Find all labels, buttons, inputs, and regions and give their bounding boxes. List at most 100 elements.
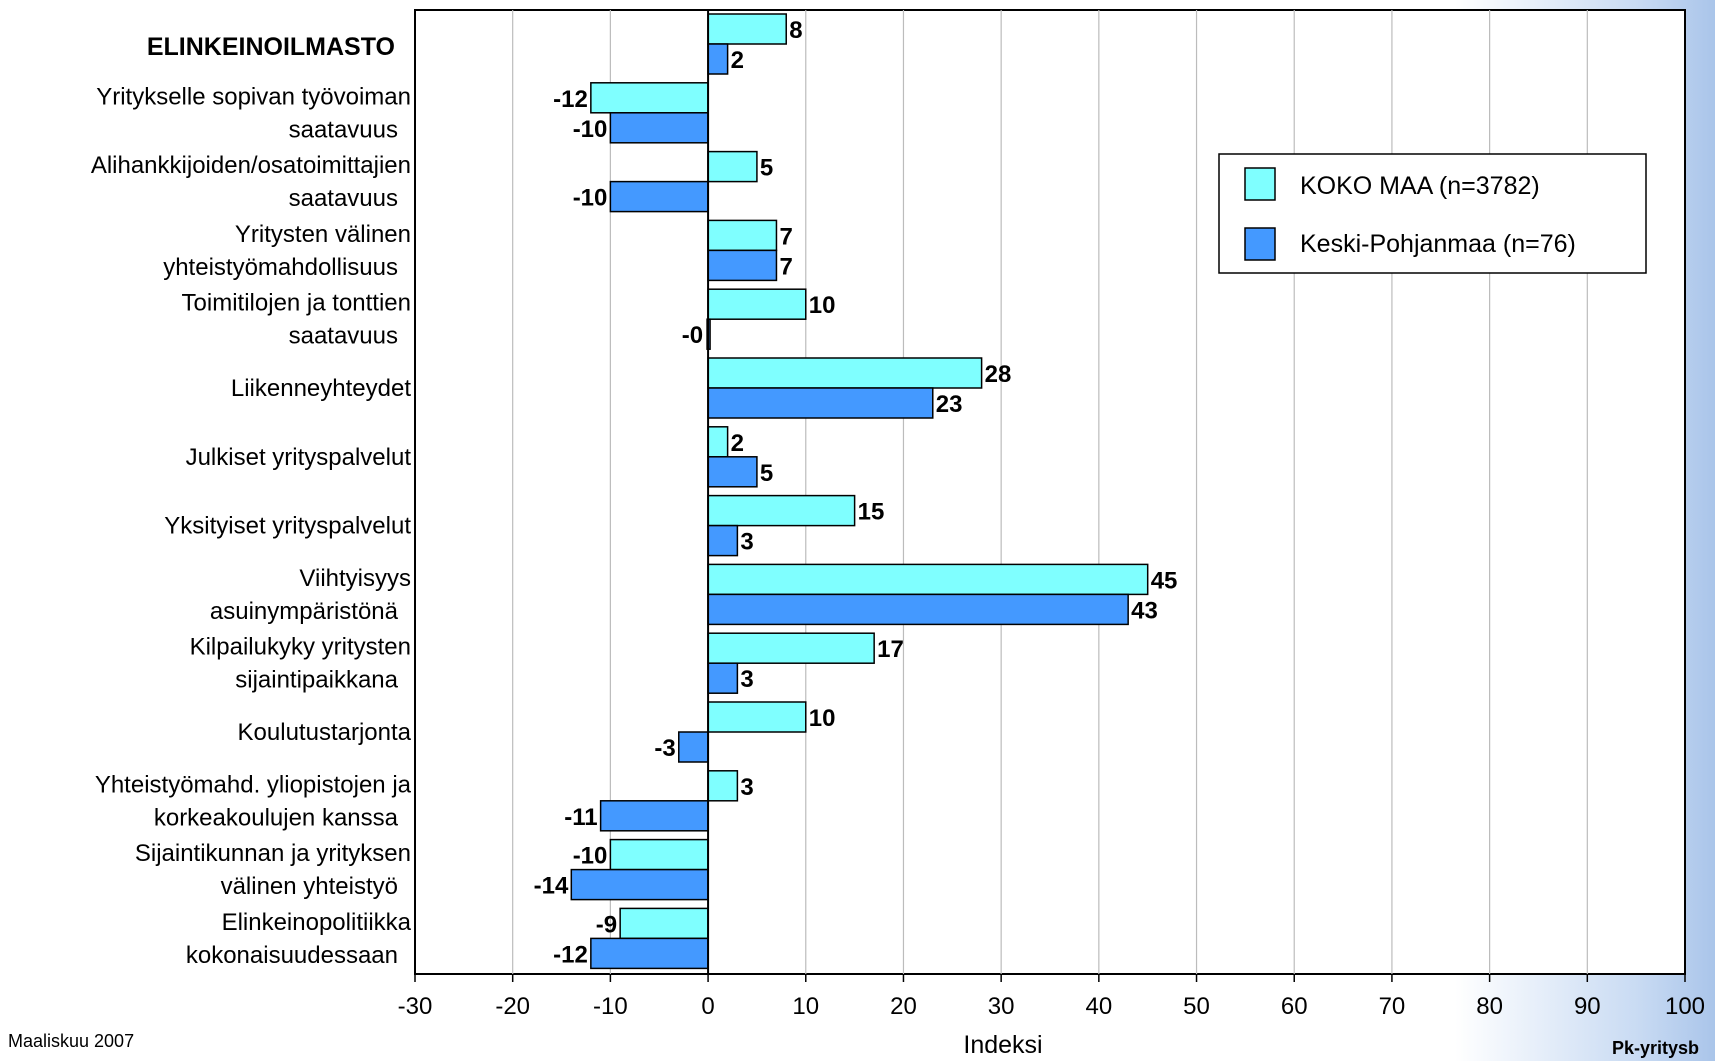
category-label-line: Julkiset yrityspalvelut: [186, 444, 412, 471]
category-label: Sijaintikunnan ja yrityksen välinen yhtei…: [135, 840, 411, 900]
legend-swatch-koko-maa: [1244, 167, 1276, 201]
bar-keski-pohjanmaa: [707, 593, 1129, 626]
data-label: 45: [1151, 567, 1178, 594]
category-label: Kilpailukyky yritysten sijaintipaikkana: [190, 634, 411, 694]
x-axis-title: Indeksi: [963, 1031, 1042, 1059]
category-label-line: asuinympäristönä: [210, 598, 399, 625]
legend-label-koko-maa: KOKO MAA (n=3782): [1300, 172, 1540, 200]
data-label: 23: [936, 391, 963, 418]
bar-koko-maa: [609, 838, 709, 871]
data-label: -3: [654, 735, 675, 762]
category-label-line: Liikenneyhteydet: [231, 375, 411, 402]
data-label: 5: [760, 460, 773, 487]
x-tick-label: 10: [792, 993, 819, 1020]
bar-koko-maa: [707, 563, 1149, 596]
bar-keski-pohjanmaa: [707, 249, 778, 282]
category-label-line: Alihankkijoiden/osatoimittajien: [91, 152, 411, 179]
bar-keski-pohjanmaa: [707, 662, 739, 694]
data-label: 15: [858, 499, 885, 526]
x-axis-ticks: -30 -20 -10 0 10 20 30 40 50 60 70 80 90 100: [398, 974, 1705, 1020]
legend: KOKO MAA (n=3782) Keski-Pohjanmaa (n=76): [1218, 153, 1647, 274]
category-label: Yksityiset yrityspalvelut: [164, 513, 411, 540]
bar-koko-maa: [619, 907, 709, 940]
category-label-line: Yritysten välinen: [235, 221, 411, 248]
bar-koko-maa: [707, 288, 807, 320]
bar-keski-pohjanmaa: [707, 456, 758, 488]
data-label: 10: [809, 705, 836, 732]
data-label: -12: [553, 86, 588, 113]
bar-koko-maa: [707, 13, 787, 45]
bar-koko-maa: [707, 219, 778, 252]
category-label-line: Yritykselle sopivan työvoiman: [96, 83, 411, 110]
x-tick-label: 20: [890, 993, 917, 1020]
data-label: 17: [877, 636, 904, 663]
category-label: Julkiset yrityspalvelut: [186, 444, 412, 471]
x-tick-label: -30: [398, 993, 433, 1020]
category-label: Yhteistyömahd. yliopistojen ja korkeakoul…: [95, 771, 412, 831]
data-label: 5: [760, 155, 773, 182]
x-tick-label: 80: [1476, 993, 1503, 1020]
x-tick-label: 30: [988, 993, 1015, 1020]
bar-keski-pohjanmaa: [707, 524, 739, 557]
legend-label-keski-pohjanmaa: Keski-Pohjanmaa (n=76): [1300, 230, 1576, 258]
data-label: 3: [740, 774, 753, 801]
bar-keski-pohjanmaa: [707, 43, 729, 75]
x-tick-label: 70: [1379, 993, 1406, 1020]
x-tick-label: 50: [1183, 993, 1210, 1020]
category-label-line: Kilpailukyky yritysten: [190, 634, 411, 661]
data-label: 2: [731, 430, 744, 457]
category-label-line: kokonaisuudessaan: [186, 942, 398, 969]
bars: 82-12-105-107710-0282325153454317310-33-…: [534, 10, 1178, 974]
data-label: 28: [985, 361, 1012, 388]
bar-keski-pohjanmaa: [609, 112, 709, 144]
data-label: 3: [740, 666, 753, 693]
data-label: 7: [779, 223, 792, 250]
x-tick-label: 100: [1665, 993, 1705, 1020]
bar-keski-pohjanmaa: [678, 731, 709, 763]
bar-koko-maa: [707, 150, 758, 183]
category-label: Yritykselle sopivan työvoiman saatavuus: [96, 83, 411, 143]
bar-koko-maa: [707, 701, 807, 733]
category-label-line: korkeakoulujen kanssa: [154, 804, 399, 831]
category-label: Liikenneyhteydet: [231, 375, 411, 402]
chart-title: ELINKEINOILMASTO: [147, 33, 395, 61]
bar-koko-maa: [707, 357, 983, 389]
bar-keski-pohjanmaa: [599, 800, 709, 832]
category-label-line: saatavuus: [289, 116, 398, 143]
footer-date: Maaliskuu 2007: [8, 1031, 134, 1051]
category-label-line: sijaintipaikkana: [235, 667, 398, 694]
data-label: 8: [789, 17, 802, 44]
category-label-line: Toimitilojen ja tonttien: [182, 290, 411, 317]
x-tick-label: -10: [593, 993, 628, 1020]
bar-koko-maa: [707, 494, 856, 527]
bar-koko-maa: [707, 426, 729, 458]
x-tick-label: -20: [495, 993, 530, 1020]
x-tick-label: 60: [1281, 993, 1308, 1020]
category-label-line: välinen yhteistyö: [221, 873, 398, 900]
category-label-line: Viihtyisyys: [299, 565, 411, 592]
category-label-line: Sijaintikunnan ja yrityksen: [135, 840, 411, 867]
category-label-line: Koulutustarjonta: [238, 719, 412, 746]
category-label-line: saatavuus: [289, 323, 398, 350]
bar-keski-pohjanmaa: [707, 387, 934, 419]
data-label: -12: [553, 941, 588, 968]
data-label: -11: [564, 804, 597, 831]
legend-swatch-keski-pohjanmaa: [1244, 227, 1276, 261]
data-label: 43: [1131, 597, 1158, 624]
bar-koko-maa: [590, 82, 709, 114]
category-label: Elinkeinopolitiikka kokonaisuudessaan: [186, 909, 412, 969]
legend-box: [1218, 153, 1647, 274]
data-label: -10: [573, 116, 608, 143]
data-label: -10: [573, 843, 608, 870]
bar-keski-pohjanmaa: [590, 937, 709, 970]
footer-source: Pk-yritysb: [1612, 1038, 1699, 1058]
category-label-line: Yksityiset yrityspalvelut: [164, 513, 411, 540]
category-label-line: Yhteistyömahd. yliopistojen ja: [95, 771, 412, 798]
data-label: -9: [596, 911, 617, 938]
category-label: Viihtyisyys asuinympäristönä: [210, 565, 411, 625]
bar-keski-pohjanmaa: [570, 868, 709, 901]
x-tick-label: 90: [1574, 993, 1601, 1020]
data-label: -14: [534, 873, 569, 900]
category-labels: ELINKEINOILMASTO Yritykselle sopivan työ…: [91, 33, 412, 969]
